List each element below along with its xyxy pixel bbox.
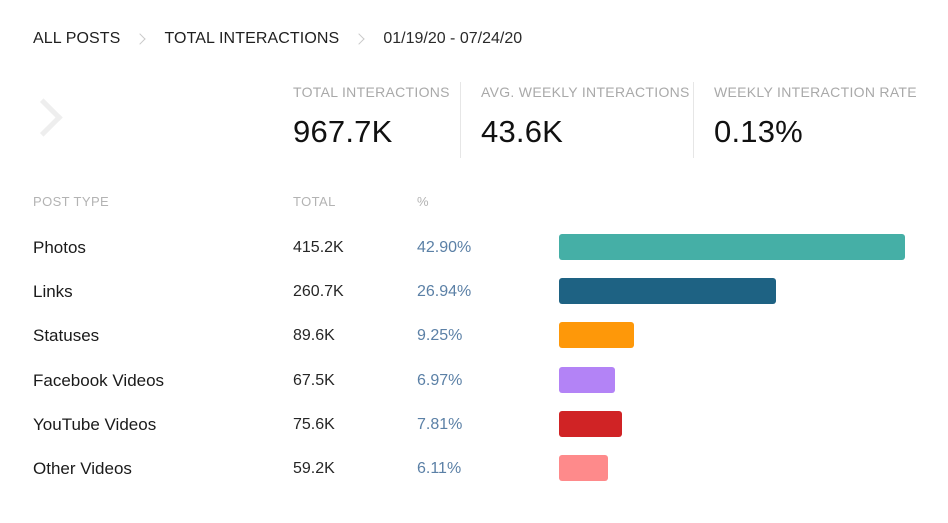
post-type-name: Facebook Videos <box>33 371 165 390</box>
share-bar <box>559 234 905 260</box>
chevron-right-icon <box>353 33 365 45</box>
divider <box>693 82 694 158</box>
stat-label: TOTAL INTERACTIONS <box>293 84 450 100</box>
share-bar <box>559 411 622 437</box>
chevron-right-icon <box>134 33 147 45</box>
post-type-percent: 7.81% <box>417 416 463 433</box>
post-type-total: 75.6K <box>293 416 335 433</box>
date-range: 01/19/20 - 07/24/20 <box>383 30 523 47</box>
share-bar <box>559 367 615 393</box>
breadcrumb-total-interactions[interactable]: TOTAL INTERACTIONS <box>164 30 340 47</box>
stat-value: 43.6K <box>481 114 564 149</box>
table-row[interactable]: Statuses 89.6K 9.25% <box>0 322 948 352</box>
post-type-percent: 42.90% <box>417 239 472 256</box>
stat-avg-weekly-interactions: AVG. WEEKLY INTERACTIONS 43.6K <box>481 84 690 150</box>
stat-value: 967.7K <box>293 114 393 149</box>
post-type-percent: 6.97% <box>417 372 463 389</box>
post-type-name: Photos <box>33 238 86 257</box>
table-row[interactable]: Links 260.7K 26.94% <box>0 278 948 308</box>
post-type-percent: 9.25% <box>417 327 463 344</box>
breadcrumb: ALL POSTS TOTAL INTERACTIONS 01/19/20 - … <box>33 28 522 50</box>
share-bar <box>559 322 634 348</box>
table-row[interactable]: Facebook Videos 67.5K 6.97% <box>0 367 948 397</box>
stat-label: WEEKLY INTERACTION RATE <box>714 84 917 100</box>
stat-value: 0.13% <box>714 114 803 149</box>
table-row[interactable]: Photos 415.2K 42.90% <box>0 234 948 264</box>
table-row[interactable]: Other Videos 59.2K 6.11% <box>0 455 948 485</box>
post-type-percent: 6.11% <box>417 460 462 477</box>
post-type-name: Links <box>33 282 73 301</box>
column-header-post-type: POST TYPE <box>33 194 110 209</box>
post-type-total: 59.2K <box>293 460 335 477</box>
column-header-total: TOTAL <box>293 194 336 209</box>
stat-total-interactions: TOTAL INTERACTIONS 967.7K <box>293 84 450 150</box>
post-type-name: Other Videos <box>33 459 132 478</box>
breadcrumb-all-posts[interactable]: ALL POSTS <box>33 30 121 47</box>
divider <box>460 82 461 158</box>
column-header-percent: % <box>417 194 429 209</box>
stat-weekly-interaction-rate: WEEKLY INTERACTION RATE 0.13% <box>714 84 917 150</box>
stat-label: AVG. WEEKLY INTERACTIONS <box>481 84 690 100</box>
post-type-total: 67.5K <box>293 372 335 389</box>
share-bar <box>559 278 776 304</box>
share-bar <box>559 455 608 481</box>
post-type-total: 415.2K <box>293 239 344 256</box>
table-row[interactable]: YouTube Videos 75.6K 7.81% <box>0 411 948 441</box>
next-chevron-icon[interactable] <box>26 96 74 144</box>
post-type-name: YouTube Videos <box>33 415 157 434</box>
post-type-percent: 26.94% <box>417 283 472 300</box>
post-type-total: 89.6K <box>293 327 335 344</box>
post-type-total: 260.7K <box>293 283 344 300</box>
post-type-name: Statuses <box>33 326 100 345</box>
